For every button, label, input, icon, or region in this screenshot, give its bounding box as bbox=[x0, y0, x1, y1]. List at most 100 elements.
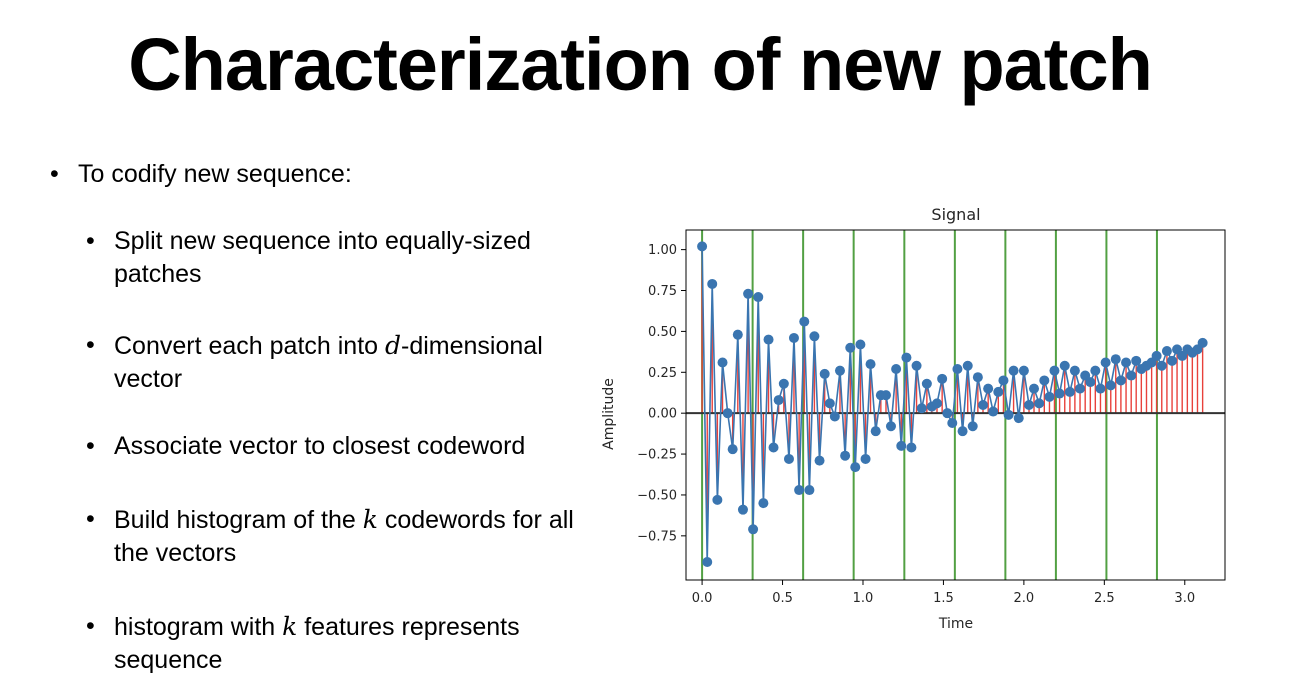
data-point bbox=[921, 378, 932, 389]
main-bullet-text: To codify new sequence: bbox=[78, 160, 352, 188]
bullet-dot-icon: • bbox=[50, 160, 59, 188]
chart-title: Signal bbox=[931, 205, 980, 224]
data-point bbox=[778, 378, 789, 389]
data-point bbox=[834, 365, 845, 376]
data-point bbox=[967, 421, 978, 432]
data-point bbox=[1008, 365, 1019, 376]
data-point bbox=[1029, 383, 1040, 394]
x-tick-label: 1.0 bbox=[853, 591, 874, 606]
sub-bullet-text: -dimensional vector bbox=[114, 332, 543, 393]
sub-bullet-text: Convert each patch into bbox=[114, 332, 385, 360]
data-point bbox=[942, 408, 953, 419]
data-point bbox=[814, 455, 825, 466]
data-point bbox=[1197, 337, 1208, 348]
data-point bbox=[1044, 391, 1055, 402]
data-point bbox=[983, 383, 994, 394]
y-tick-label: 0.50 bbox=[648, 325, 677, 340]
data-point bbox=[1121, 357, 1132, 368]
y-axis-label: Amplitude bbox=[601, 378, 617, 450]
data-point bbox=[1156, 360, 1167, 371]
data-point bbox=[1105, 380, 1116, 391]
plot-frame bbox=[685, 229, 1226, 581]
data-point bbox=[748, 524, 759, 535]
data-point bbox=[1090, 365, 1101, 376]
y-tick-label: 0.25 bbox=[648, 366, 677, 381]
data-point bbox=[753, 292, 764, 303]
data-point bbox=[865, 359, 876, 370]
slide-title: Characterization of new patch bbox=[128, 23, 1153, 106]
y-tick-label: 1.00 bbox=[648, 243, 677, 258]
data-point bbox=[1018, 365, 1029, 376]
data-point bbox=[763, 334, 774, 345]
data-point bbox=[758, 498, 769, 509]
bullet-dot-icon: • bbox=[86, 331, 95, 359]
x-tick-label: 1.5 bbox=[933, 591, 954, 606]
math-symbol-d: d bbox=[385, 331, 402, 360]
bullet-dot-icon: • bbox=[86, 227, 95, 255]
y-tick-label: −0.75 bbox=[637, 529, 677, 544]
data-point bbox=[743, 288, 754, 299]
data-point bbox=[1003, 409, 1014, 420]
data-point bbox=[855, 339, 866, 350]
data-point bbox=[891, 364, 902, 375]
data-point bbox=[788, 332, 799, 343]
data-point bbox=[850, 462, 861, 473]
data-point bbox=[1054, 388, 1065, 399]
data-point bbox=[722, 408, 733, 419]
data-point bbox=[998, 375, 1009, 386]
data-point bbox=[916, 403, 927, 414]
data-point bbox=[707, 278, 718, 289]
data-point bbox=[804, 485, 815, 496]
data-point bbox=[1085, 377, 1096, 388]
data-point bbox=[870, 426, 881, 437]
main-bullet: • To codify new sequence: bbox=[50, 158, 352, 191]
data-point bbox=[911, 360, 922, 371]
data-point bbox=[988, 406, 999, 417]
data-point bbox=[1034, 398, 1045, 409]
data-point bbox=[737, 504, 748, 515]
sub-bullet-features: • histogram with k features represents s… bbox=[86, 610, 594, 677]
data-point bbox=[1049, 365, 1060, 376]
data-point bbox=[1064, 386, 1075, 397]
data-point bbox=[1151, 350, 1162, 361]
data-point bbox=[732, 329, 743, 340]
data-point bbox=[697, 241, 708, 252]
data-point bbox=[712, 494, 723, 505]
data-point bbox=[896, 440, 907, 451]
plot-layer: 0.0 0.5 1.0 1.5 2.0 2.5 3.0 1.00 0.75 0.50 0.25 0.0… bbox=[637, 229, 1226, 606]
data-point bbox=[860, 453, 871, 464]
sub-bullet-text: codewords for all the vectors bbox=[114, 506, 574, 567]
data-point bbox=[1059, 360, 1070, 371]
data-point bbox=[799, 316, 810, 327]
data-point bbox=[717, 357, 728, 368]
data-point bbox=[901, 352, 912, 363]
sub-bullet-associate: • Associate vector to closest codeword bbox=[86, 430, 594, 463]
data-point bbox=[768, 442, 779, 453]
math-symbol-k: k bbox=[282, 612, 298, 641]
data-point bbox=[1075, 383, 1086, 394]
data-point bbox=[1095, 383, 1106, 394]
sub-bullet-convert: • Convert each patch into d-dimensional … bbox=[86, 329, 594, 396]
y-tick-label: −0.50 bbox=[637, 488, 677, 503]
math-symbol-k: k bbox=[362, 505, 378, 534]
sub-bullet-text: Split new sequence into equally-sized pa… bbox=[114, 227, 531, 288]
data-point bbox=[1013, 413, 1024, 424]
x-tick-label: 3.0 bbox=[1174, 591, 1195, 606]
data-point bbox=[1126, 370, 1137, 381]
bullet-dot-icon: • bbox=[86, 505, 95, 533]
data-point bbox=[947, 417, 958, 428]
signal-chart: 0.0 0.5 1.0 1.5 2.0 2.5 3.0 1.00 0.75 0.50 0.25 0.0… bbox=[601, 205, 1226, 632]
data-point bbox=[972, 372, 983, 383]
bullet-dot-icon: • bbox=[86, 612, 95, 640]
sub-bullet-histogram: • Build histogram of the k codewords for… bbox=[86, 503, 594, 570]
sub-bullet-text: Build histogram of the bbox=[114, 506, 363, 534]
data-point bbox=[1167, 355, 1178, 366]
data-point bbox=[937, 373, 948, 384]
data-point bbox=[1110, 354, 1121, 365]
data-point bbox=[906, 442, 917, 453]
data-point bbox=[1161, 346, 1172, 357]
data-point bbox=[957, 426, 968, 437]
data-point bbox=[931, 398, 942, 409]
data-point bbox=[880, 390, 891, 401]
data-point bbox=[794, 485, 805, 496]
